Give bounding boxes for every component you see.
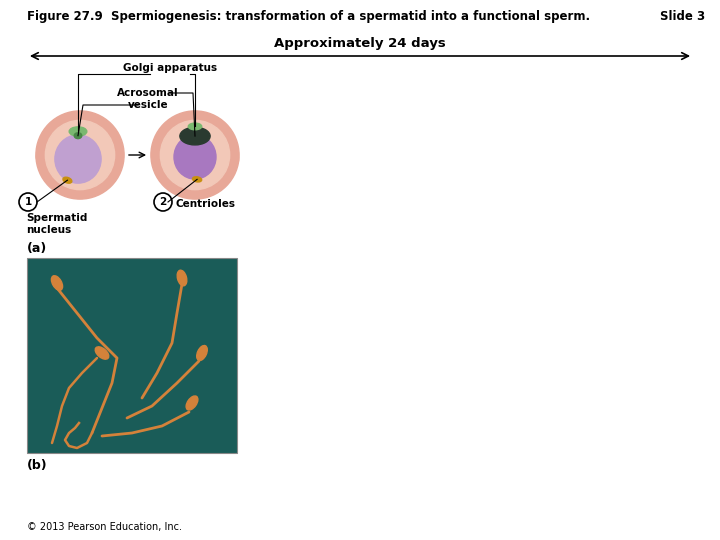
Text: (a): (a) [27, 242, 48, 255]
Ellipse shape [197, 346, 207, 361]
Ellipse shape [151, 111, 239, 199]
Ellipse shape [186, 396, 198, 410]
Text: © 2013 Pearson Education, Inc.: © 2013 Pearson Education, Inc. [27, 522, 182, 532]
Ellipse shape [69, 127, 87, 136]
Ellipse shape [45, 120, 114, 190]
Ellipse shape [74, 133, 82, 139]
Ellipse shape [95, 347, 109, 359]
Ellipse shape [192, 177, 202, 182]
Text: Acrosomal
vesicle: Acrosomal vesicle [117, 88, 179, 110]
Ellipse shape [231, 153, 239, 165]
Ellipse shape [177, 270, 186, 286]
Ellipse shape [63, 177, 72, 183]
Ellipse shape [189, 123, 202, 130]
Text: Slide 3: Slide 3 [660, 10, 705, 23]
Ellipse shape [55, 135, 101, 183]
Ellipse shape [180, 127, 210, 145]
Text: (b): (b) [27, 459, 48, 472]
Text: Centrioles: Centrioles [175, 199, 235, 209]
Text: Golgi apparatus: Golgi apparatus [123, 63, 217, 73]
Ellipse shape [51, 276, 63, 291]
Text: 1: 1 [24, 197, 32, 207]
Ellipse shape [174, 135, 216, 179]
Text: Figure 27.9  Spermiogenesis: transformation of a spermatid into a functional spe: Figure 27.9 Spermiogenesis: transformati… [27, 10, 590, 23]
Text: 2: 2 [159, 197, 166, 207]
Circle shape [154, 193, 172, 211]
Ellipse shape [36, 151, 44, 163]
Ellipse shape [36, 111, 124, 199]
Text: Approximately 24 days: Approximately 24 days [274, 37, 446, 50]
Ellipse shape [161, 120, 230, 190]
Circle shape [19, 193, 37, 211]
Text: Spermatid
nucleus: Spermatid nucleus [26, 213, 87, 234]
Bar [27, 258, 237, 453]
